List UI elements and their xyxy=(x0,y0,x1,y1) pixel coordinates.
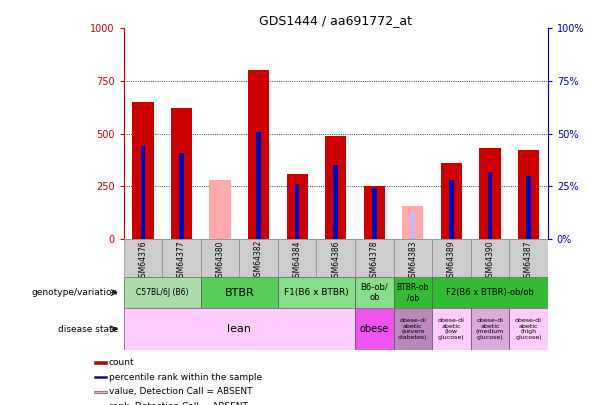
Bar xyxy=(316,239,355,277)
Bar xyxy=(278,239,316,277)
Text: GSM64380: GSM64380 xyxy=(216,240,224,281)
Bar xyxy=(162,239,201,277)
Bar xyxy=(325,136,346,239)
Text: obese-di
abetic
(severe
diabetes): obese-di abetic (severe diabetes) xyxy=(398,318,428,340)
Bar xyxy=(94,361,107,364)
Bar xyxy=(479,148,501,239)
Bar xyxy=(201,239,239,277)
Text: BTBR-ob
/ob: BTBR-ob /ob xyxy=(396,283,429,302)
Bar xyxy=(201,277,278,308)
Text: GSM64389: GSM64389 xyxy=(447,240,456,281)
Bar xyxy=(239,239,278,277)
Bar xyxy=(124,239,162,277)
Bar xyxy=(248,70,269,239)
Bar xyxy=(171,109,192,239)
Bar xyxy=(363,186,385,239)
Text: C57BL/6J (B6): C57BL/6J (B6) xyxy=(136,288,188,297)
Text: count: count xyxy=(108,358,134,367)
Bar xyxy=(509,239,548,277)
Bar xyxy=(355,239,393,277)
Bar xyxy=(94,390,107,393)
Bar xyxy=(432,308,471,350)
Text: value, Detection Call = ABSENT: value, Detection Call = ABSENT xyxy=(108,387,252,396)
Text: BTBR: BTBR xyxy=(224,288,254,298)
Bar xyxy=(432,239,471,277)
Bar xyxy=(518,151,539,239)
Text: obese-di
abetic
(high
glucose): obese-di abetic (high glucose) xyxy=(515,318,542,340)
Bar xyxy=(509,308,548,350)
Bar xyxy=(393,239,432,277)
Text: obese-di
abetic
(low
glucose): obese-di abetic (low glucose) xyxy=(438,318,465,340)
Bar xyxy=(278,277,355,308)
Bar xyxy=(441,163,462,239)
Text: genotype/variation: genotype/variation xyxy=(32,288,118,297)
Text: GSM64377: GSM64377 xyxy=(177,240,186,282)
Bar xyxy=(526,176,531,239)
Bar xyxy=(133,102,154,239)
Bar xyxy=(432,277,548,308)
Bar xyxy=(411,211,415,239)
Bar xyxy=(449,180,454,239)
Bar xyxy=(393,308,432,350)
Text: B6-ob/
ob: B6-ob/ ob xyxy=(360,283,388,302)
Bar xyxy=(256,132,261,239)
Bar xyxy=(355,277,393,308)
Bar xyxy=(372,188,376,239)
Bar xyxy=(295,184,299,239)
Text: GSM64383: GSM64383 xyxy=(408,240,418,281)
Text: F2(B6 x BTBR)-ob/ob: F2(B6 x BTBR)-ob/ob xyxy=(446,288,534,297)
Bar xyxy=(124,277,201,308)
Text: GSM64378: GSM64378 xyxy=(370,240,379,281)
Bar xyxy=(210,180,231,239)
Bar xyxy=(355,308,393,350)
Bar xyxy=(333,165,338,239)
Bar xyxy=(402,206,423,239)
Text: GSM64384: GSM64384 xyxy=(293,240,302,281)
Title: GDS1444 / aa691772_at: GDS1444 / aa691772_at xyxy=(259,14,412,27)
Bar xyxy=(124,308,355,350)
Text: rank, Detection Call = ABSENT: rank, Detection Call = ABSENT xyxy=(108,402,247,405)
Text: obese-di
abetic
(medium
glucose): obese-di abetic (medium glucose) xyxy=(476,318,504,340)
Text: GSM64376: GSM64376 xyxy=(138,240,147,282)
Bar xyxy=(393,277,432,308)
Text: GSM64387: GSM64387 xyxy=(524,240,533,281)
Text: disease state: disease state xyxy=(58,324,118,334)
Text: GSM64382: GSM64382 xyxy=(254,240,263,281)
Bar xyxy=(471,308,509,350)
Bar xyxy=(179,153,184,239)
Text: obese: obese xyxy=(360,324,389,334)
Bar xyxy=(488,172,492,239)
Bar xyxy=(287,174,308,239)
Bar xyxy=(141,146,145,239)
Text: lean: lean xyxy=(227,324,252,334)
Text: percentile rank within the sample: percentile rank within the sample xyxy=(108,373,262,382)
Bar xyxy=(471,239,509,277)
Text: F1(B6 x BTBR): F1(B6 x BTBR) xyxy=(284,288,349,297)
Bar xyxy=(94,376,107,378)
Text: GSM64390: GSM64390 xyxy=(485,240,494,282)
Text: GSM64386: GSM64386 xyxy=(331,240,340,281)
